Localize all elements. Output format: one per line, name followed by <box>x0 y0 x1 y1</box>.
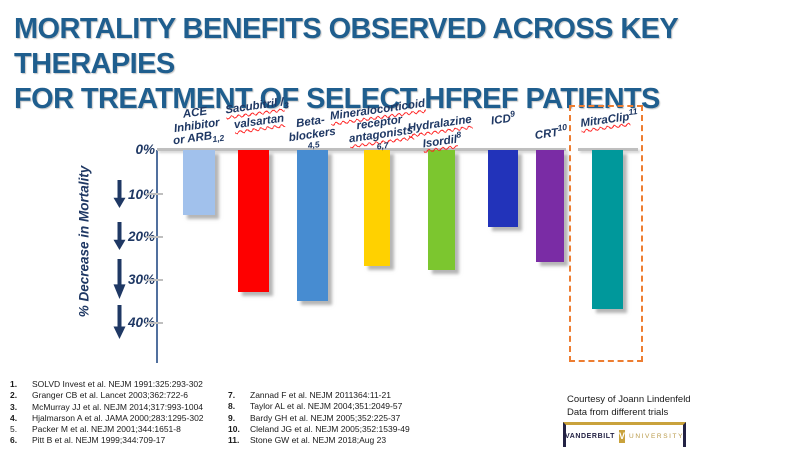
vanderbilt-logo: VANDERBILT V UNIVERSITY <box>563 422 686 447</box>
axis-tick-mark <box>146 279 163 281</box>
down-arrow-icon <box>113 259 126 299</box>
y-tick-40: 40% <box>40 305 155 339</box>
y-tick-0: 0% <box>40 140 155 158</box>
axis-tick-mark <box>146 236 163 238</box>
vanderbilt-shield-icon: V <box>619 429 626 443</box>
courtesy-line-2: Data from different trials <box>567 406 669 418</box>
reference-item: 11. Stone GW et al. NEJM 2018;Aug 23 <box>228 435 387 446</box>
down-arrow-icon <box>113 180 126 208</box>
axis-tick-mark <box>146 322 163 324</box>
zero-baseline-highlight-segment <box>578 148 638 151</box>
reference-item: 10. Cleland JG et al. NEJM 2005;352:1539-… <box>228 423 410 434</box>
reference-item: 3. McMurray JJ et al. NEJM 2014;317:993-1… <box>10 401 204 412</box>
y-tick-label: 40% <box>127 314 155 330</box>
title-line-1: MORTALITY BENEFITS OBSERVED ACROSS KEY T… <box>14 13 678 80</box>
zero-baseline <box>157 148 566 151</box>
chart-bar-5 <box>428 150 455 271</box>
reference-item: 9. Bardy GH et al. NEJM 2005;352:225-37 <box>228 412 401 423</box>
logo-text-university: UNIVERSITY <box>629 432 685 440</box>
reference-item: 4. Hjalmarson A et al. JAMA 2000;283:1295… <box>10 412 204 423</box>
reference-item: 6. Pitt B et al. NEJM 1999;344:709-17 <box>10 435 166 446</box>
y-tick-label: 0% <box>135 141 155 157</box>
reference-list-2: 7. Zannad F et al. NEJM 2011364:11-21 8. T… <box>228 390 443 446</box>
reference-item: 2. Granger CB et al. Lancet 2003;362:722-… <box>10 390 188 401</box>
chart-bar-6 <box>488 150 518 228</box>
logo-text-vanderbilt: VANDERBILT <box>564 432 616 440</box>
chart-bar-2 <box>238 150 269 292</box>
y-axis-line <box>156 150 158 363</box>
down-arrow-icon <box>113 305 126 339</box>
chart-bar-7 <box>536 150 564 262</box>
chart-bar-8 <box>592 150 623 310</box>
reference-list-1: 1. SOLVD Invest et al. NEJM 1991:325:293-… <box>10 379 225 447</box>
y-tick-label: 10% <box>127 186 155 202</box>
page-title: MORTALITY BENEFITS OBSERVED ACROSS KEY T… <box>14 12 794 117</box>
reference-item: 5. Packer M et al. NEJM 2001;344:1651-8 <box>10 424 181 435</box>
y-tick-10: 10% <box>40 180 155 208</box>
y-tick-label: 20% <box>127 228 155 244</box>
courtesy-note: Courtesy of Joann Lindenfeld Data from d… <box>567 394 691 419</box>
y-tick-30: 30% <box>40 259 155 299</box>
y-tick-20: 20% <box>40 222 155 250</box>
title-line-2: FOR TREATMENT OF SELECT HFREF PATIENTS <box>14 83 660 115</box>
reference-item: 7. Zannad F et al. NEJM 2011364:11-21 <box>228 390 391 400</box>
y-tick-label: 30% <box>127 271 155 287</box>
axis-tick-mark <box>146 193 163 195</box>
mitraclip-highlight-box <box>569 105 643 362</box>
chart-bar-3 <box>297 150 328 301</box>
chart-bar-4 <box>364 150 390 267</box>
reference-item: 1. SOLVD Invest et al. NEJM 1991:325:293-… <box>10 379 203 389</box>
courtesy-line-1: Courtesy of Joann Lindenfeld <box>567 394 691 405</box>
chart-bar-1 <box>183 150 215 215</box>
down-arrow-icon <box>113 222 126 250</box>
reference-item: 8. Taylor AL et al. NEJM 2004;351:2049-57 <box>228 401 403 412</box>
